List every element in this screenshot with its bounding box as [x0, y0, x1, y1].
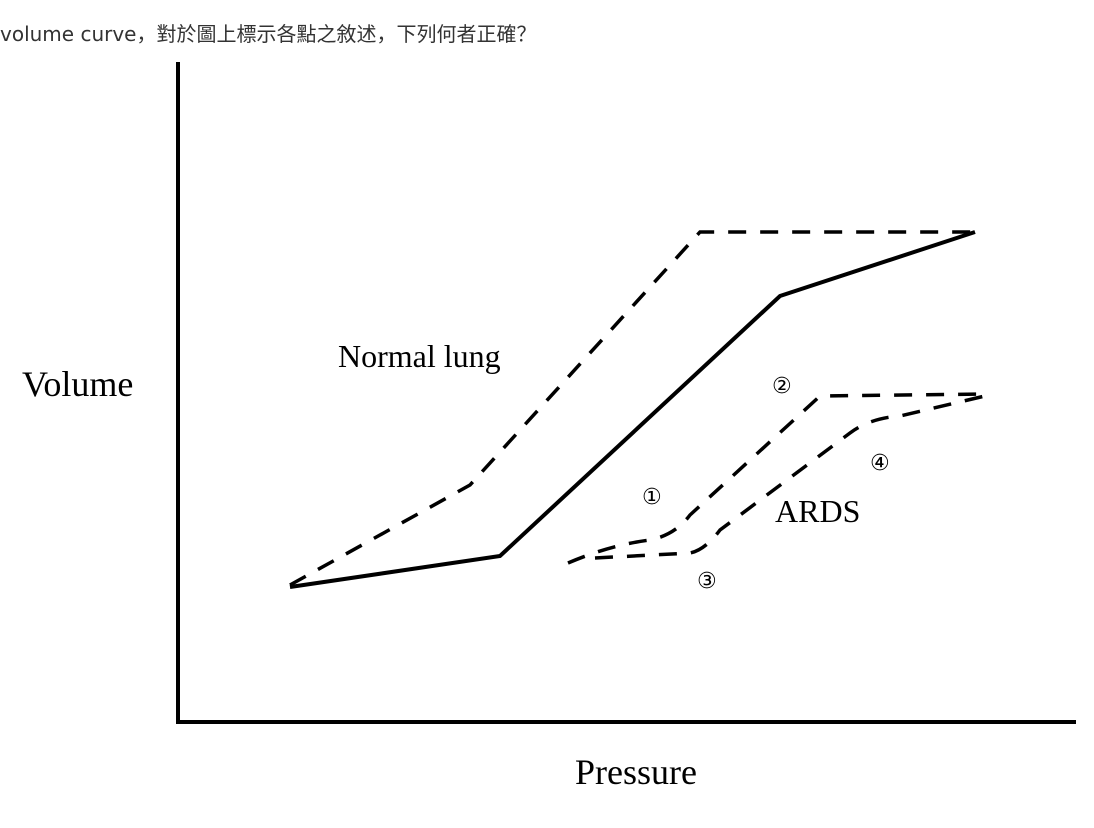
point-label: ②	[772, 374, 792, 399]
point-label: ④	[870, 451, 890, 476]
ards-dashed-curve-lower	[594, 394, 986, 560]
point-label: ③	[697, 569, 717, 594]
solid-curve	[289, 230, 976, 589]
ards-dashed-curve-upper	[567, 392, 986, 565]
curve-label: ARDS	[775, 493, 860, 529]
point-label: ①	[642, 485, 662, 510]
axes	[176, 62, 1076, 724]
normal-dashed-curve	[289, 230, 975, 587]
curve-label: Normal lung	[338, 338, 501, 374]
y-axis-label: Volume	[22, 364, 133, 404]
question-text: volume curve，對於圖上標示各點之敘述，下列何者正確？	[0, 22, 537, 46]
x-axis-label: Pressure	[575, 752, 697, 792]
